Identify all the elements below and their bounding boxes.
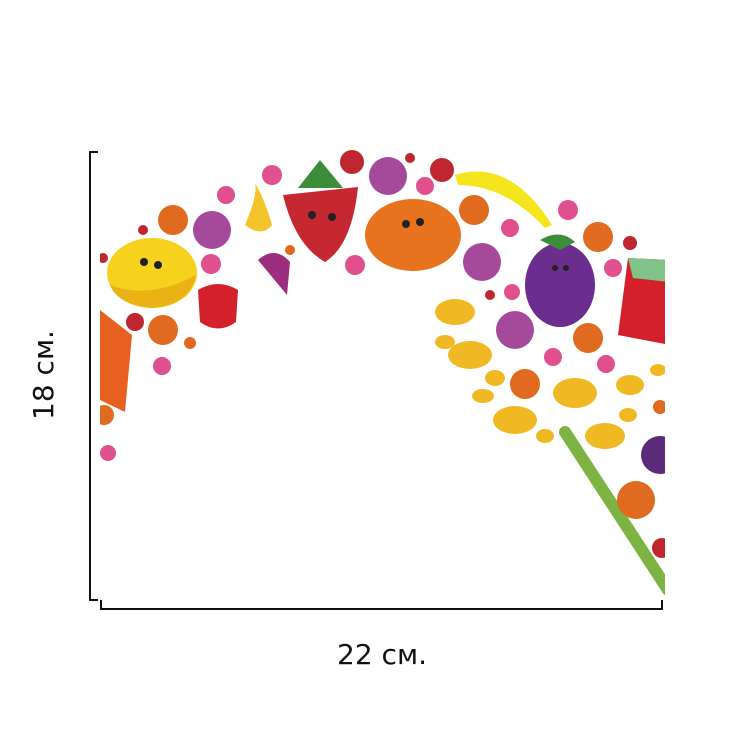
banana bbox=[455, 171, 552, 228]
strawberry bbox=[283, 187, 358, 262]
faces bbox=[140, 211, 569, 271]
watermelon-rind bbox=[628, 258, 665, 282]
strawberry-leaves bbox=[298, 160, 343, 188]
width-label: 22 см. bbox=[337, 638, 427, 671]
height-label: 18 см. bbox=[27, 330, 60, 420]
juice-drops bbox=[435, 299, 665, 449]
beet bbox=[258, 252, 290, 295]
eggplant bbox=[525, 243, 595, 327]
pear bbox=[245, 183, 272, 232]
sticker-artwork bbox=[100, 150, 665, 596]
straw bbox=[559, 426, 665, 596]
height-bracket bbox=[89, 151, 98, 601]
orange bbox=[365, 199, 461, 271]
eggplant-cap bbox=[540, 234, 575, 250]
width-bracket bbox=[100, 600, 663, 610]
lemon-shade bbox=[110, 275, 196, 308]
pepper bbox=[198, 284, 238, 329]
carrot bbox=[100, 310, 132, 412]
dots bbox=[100, 150, 665, 558]
